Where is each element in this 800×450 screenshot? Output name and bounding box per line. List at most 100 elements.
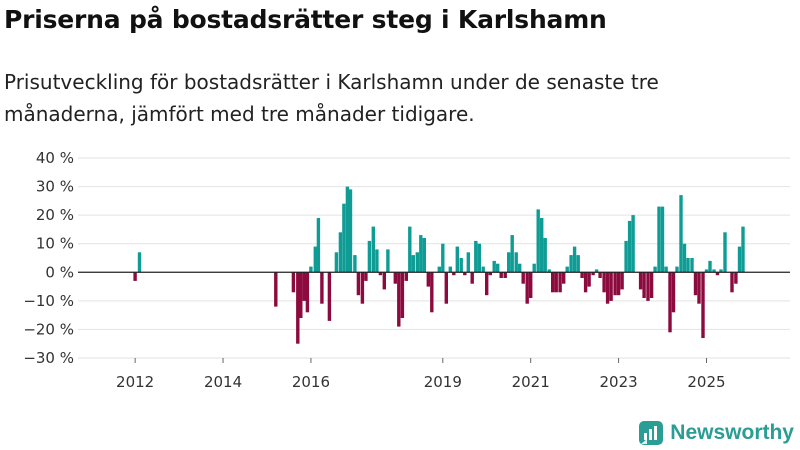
- axes: 40 % 30 % 20 % 10 % 0 % −10 % −20 % −30 % 2012 20…: [23, 0, 790, 391]
- bar: [327, 272, 332, 321]
- bar: [316, 218, 321, 273]
- bar: [701, 272, 705, 338]
- bar: [415, 252, 419, 273]
- bar: [507, 252, 511, 273]
- brand-name: Newsworthy: [670, 421, 794, 444]
- bar: [510, 235, 514, 273]
- bars: [133, 186, 745, 344]
- bar: [602, 272, 606, 293]
- y-tick-label: 30 %: [36, 178, 74, 196]
- bar: [133, 272, 137, 281]
- bar: [554, 272, 558, 293]
- bar: [551, 272, 555, 293]
- bar: [642, 272, 646, 298]
- bar: [616, 272, 621, 296]
- bar: [404, 272, 408, 281]
- x-tick-label: 2021: [512, 373, 550, 391]
- bar: [382, 272, 386, 290]
- y-tick-label: −20 %: [23, 320, 74, 338]
- bar: [540, 218, 544, 273]
- brand-logo: Newsworthy: [638, 420, 794, 446]
- bar: [627, 220, 632, 273]
- bar: [580, 272, 584, 278]
- bar: [463, 272, 467, 276]
- y-tick-label: −30 %: [23, 349, 74, 367]
- bar: [375, 249, 379, 273]
- bar: [367, 240, 372, 273]
- bar: [712, 269, 716, 273]
- bar: [299, 272, 303, 318]
- bar: [649, 272, 654, 298]
- bar: [137, 252, 142, 273]
- bar: [474, 240, 478, 273]
- y-tick-label: −10 %: [23, 292, 74, 310]
- bar: [693, 272, 698, 296]
- bar: [521, 272, 525, 284]
- bar: [532, 263, 536, 273]
- bar: [719, 269, 723, 273]
- newsworthy-logo-icon: [639, 421, 664, 445]
- bar: [686, 258, 690, 273]
- bar: [313, 246, 317, 273]
- bar: [624, 240, 628, 273]
- x-tick-label: 2014: [204, 373, 242, 391]
- bar: [565, 266, 569, 273]
- bar: [488, 272, 492, 276]
- bar: [342, 203, 346, 273]
- bar: [620, 272, 624, 290]
- bar: [459, 258, 463, 273]
- y-tick-label: 40 %: [36, 149, 74, 167]
- bar: [525, 272, 529, 304]
- bar: [704, 269, 709, 273]
- y-tick-label: 0 %: [45, 263, 74, 281]
- bar: [675, 266, 679, 273]
- bar: [345, 186, 350, 273]
- bar: [668, 272, 672, 333]
- bar: [496, 263, 500, 273]
- bar: [499, 272, 503, 278]
- y-tick-label: 20 %: [36, 206, 74, 224]
- bar: [587, 272, 591, 287]
- bar: [334, 252, 339, 273]
- bar: [444, 272, 448, 304]
- bar: [653, 266, 657, 273]
- bar: [708, 260, 712, 273]
- bar: [408, 226, 412, 273]
- bar: [529, 272, 533, 298]
- bar: [569, 255, 573, 273]
- bar: [426, 272, 430, 287]
- bar: [371, 226, 375, 273]
- last-value-label: 16 %: [723, 0, 759, 4]
- bar: [646, 272, 650, 301]
- chart-subtitle: Prisutveckling för bostadsrätter i Karls…: [4, 70, 659, 126]
- bar: [411, 255, 415, 273]
- bar: [594, 269, 599, 273]
- bar: [543, 238, 547, 273]
- bar: [422, 238, 426, 273]
- bar: [558, 272, 562, 293]
- bar: [386, 249, 390, 273]
- bar: [737, 246, 742, 273]
- bar: [514, 252, 518, 273]
- bar: [378, 272, 383, 276]
- x-tick-label: 2012: [116, 373, 154, 391]
- bar: [638, 272, 643, 290]
- bar: [690, 258, 694, 273]
- bar: [291, 272, 296, 293]
- bar: [734, 272, 738, 284]
- bar: [360, 272, 365, 304]
- chart-title: Priserna på bostadsrätter steg i Karlsha…: [4, 5, 607, 34]
- bar: [657, 206, 661, 273]
- bar: [518, 263, 522, 273]
- bar: [441, 243, 445, 273]
- bar: [682, 243, 687, 273]
- bar: [583, 272, 588, 293]
- bar: [309, 266, 313, 273]
- bar: [679, 195, 683, 273]
- bar: [547, 269, 551, 273]
- bar: [419, 235, 423, 273]
- bar: [274, 272, 278, 307]
- bar: [741, 226, 745, 273]
- x-tick-label: 2016: [292, 373, 330, 391]
- bar: [448, 266, 452, 273]
